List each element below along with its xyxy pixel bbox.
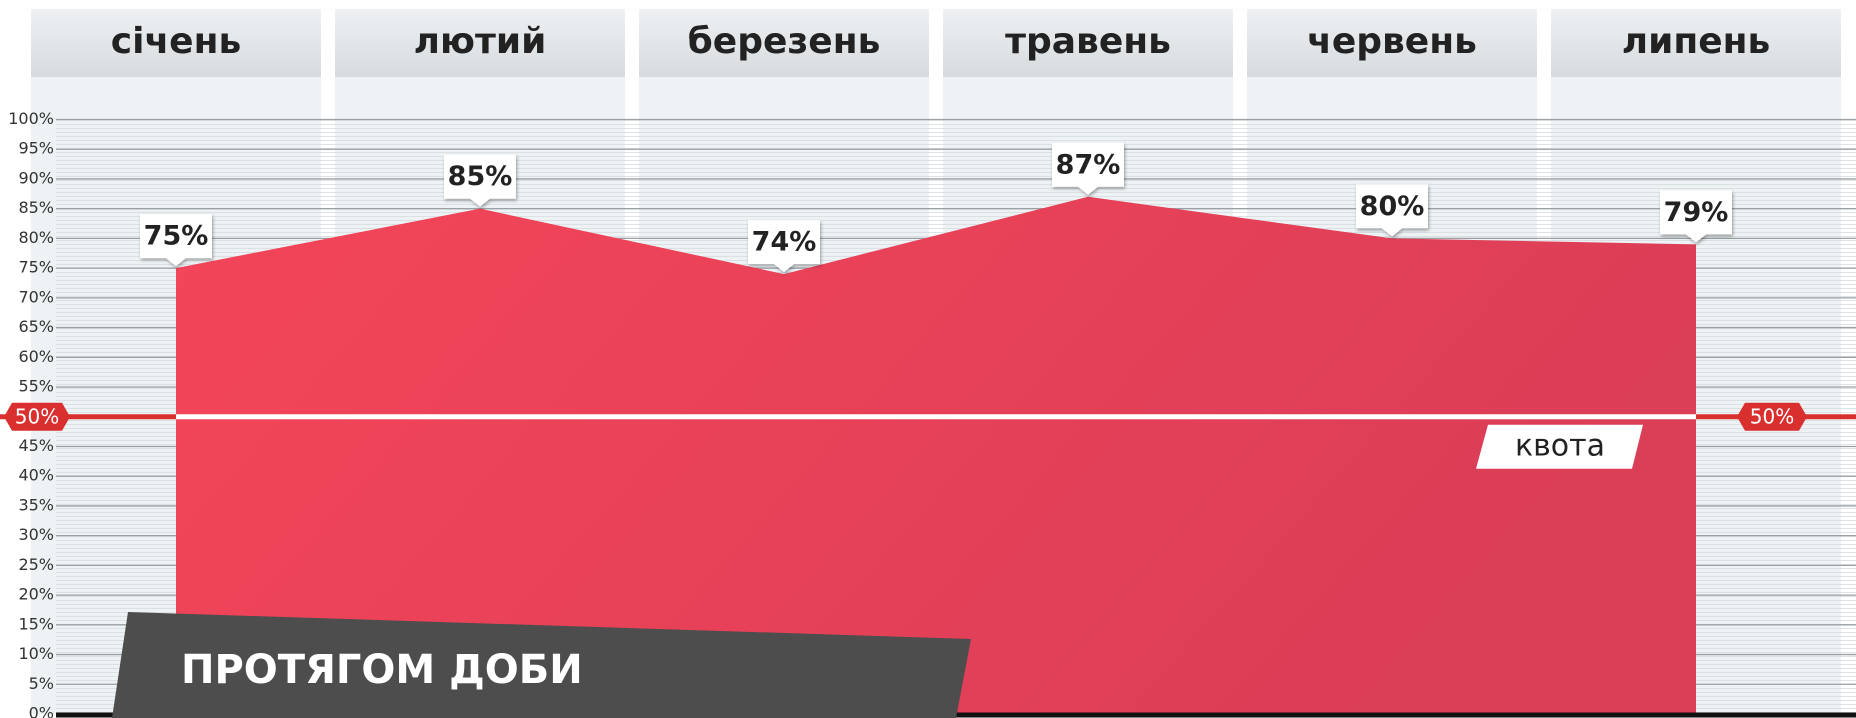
value-label: 79% [1664,197,1729,228]
value-label: 74% [752,227,817,258]
callout-box [748,220,820,273]
y-tick-label: 15% [18,614,54,633]
column-header [639,9,929,77]
value-callout [748,220,820,273]
y-tick-label: 20% [18,585,54,604]
column-header [943,9,1233,77]
quota-label: 50% [1750,404,1794,428]
x-tick-label: лютий [414,21,547,62]
value-label: 75% [144,221,209,252]
value-callout [1356,184,1428,237]
y-tick-label: 30% [18,525,54,544]
quota-badge [1737,402,1807,431]
value-label: 85% [448,161,513,192]
callout-box [1660,190,1732,243]
y-tick-label: 35% [18,495,54,514]
quota-badge [4,402,70,431]
y-tick-label: 45% [18,436,54,455]
x-tick-label: червень [1307,21,1477,62]
y-tick-label: 95% [18,139,54,158]
plot: 50% 50% квота 75% 85% 74% 87% 80% 79% ПРОТЯГОМ ДО… [0,142,1856,718]
annotation-banner [112,612,971,718]
y-tick-label: 25% [18,555,54,574]
column-header [335,9,625,77]
y-tick-label: 75% [18,258,54,277]
annotation: ПРОТЯГОМ ДОБИ [181,647,583,693]
value-label: 87% [1056,149,1121,180]
callout-box [1356,184,1428,237]
callout-box [140,214,212,267]
column-header [1551,9,1841,77]
x-tick-label: липень [1622,21,1771,62]
y-tick-label: 5% [29,674,54,693]
area [176,196,1696,714]
y-tick-label: 40% [18,466,54,485]
value-callout [444,154,516,207]
y-tick-label: 55% [18,377,54,396]
y-tick-label: 90% [18,168,54,187]
column-header [1247,9,1537,77]
y-tick-label: 85% [18,198,54,217]
callout-box [1052,142,1124,195]
quota-label: 50% [15,404,59,428]
value-callout [1660,190,1732,243]
column-header [31,9,321,77]
value-callout [1052,142,1124,195]
x-tick-label: березень [688,21,881,62]
value-label: 80% [1360,191,1425,222]
callout-box [444,154,516,207]
y-tick-label: 70% [18,287,54,306]
y-tick-label: 80% [18,228,54,247]
quota-text: квота [1515,428,1605,463]
y-tick-label: 10% [18,644,54,663]
x-tick-label: травень [1005,21,1171,62]
y-tick-label: 100% [8,109,54,128]
y-tick-label: 0% [29,704,54,718]
y-tick-label: 60% [18,347,54,366]
quota-box [1476,424,1643,469]
value-callout [140,214,212,267]
x-tick-label: січень [111,21,241,62]
y-tick-label: 65% [18,317,54,336]
